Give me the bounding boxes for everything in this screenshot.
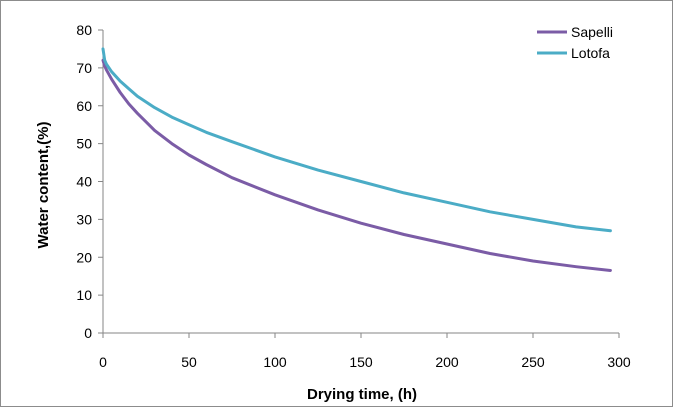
x-tick-label: 100 bbox=[263, 354, 287, 370]
y-axis-title: Water content,(%) bbox=[35, 122, 52, 249]
x-tick-label: 300 bbox=[607, 354, 631, 370]
series-group bbox=[101, 47, 612, 272]
x-tick-label: 250 bbox=[521, 354, 545, 370]
series-line-sapelli bbox=[101, 58, 612, 272]
x-axis-ticks: 0 50 100 150 200 250 300 bbox=[99, 333, 631, 370]
x-tick-label: 50 bbox=[181, 354, 197, 370]
y-tick-label: 80 bbox=[76, 22, 92, 38]
x-axis-title: Drying time, (h) bbox=[307, 386, 417, 403]
x-tick-label: 0 bbox=[99, 354, 107, 370]
y-tick-label: 70 bbox=[76, 60, 92, 76]
y-tick-label: 40 bbox=[76, 174, 92, 190]
y-axis-ticks: 0 10 20 30 40 50 60 70 80 bbox=[76, 22, 103, 341]
legend-label-lotofa: Lotofa bbox=[571, 45, 610, 61]
y-tick-label: 60 bbox=[76, 98, 92, 114]
x-tick-label: 200 bbox=[435, 354, 459, 370]
y-tick-label: 50 bbox=[76, 136, 92, 152]
y-tick-label: 10 bbox=[76, 287, 92, 303]
y-tick-label: 0 bbox=[84, 325, 92, 341]
y-tick-label: 20 bbox=[76, 249, 92, 265]
legend-label-sapelli: Sapelli bbox=[571, 24, 613, 40]
y-tick-label: 30 bbox=[76, 211, 92, 227]
x-tick-label: 150 bbox=[349, 354, 373, 370]
legend: Sapelli Lotofa bbox=[537, 24, 613, 61]
series-line-lotofa bbox=[101, 47, 612, 233]
